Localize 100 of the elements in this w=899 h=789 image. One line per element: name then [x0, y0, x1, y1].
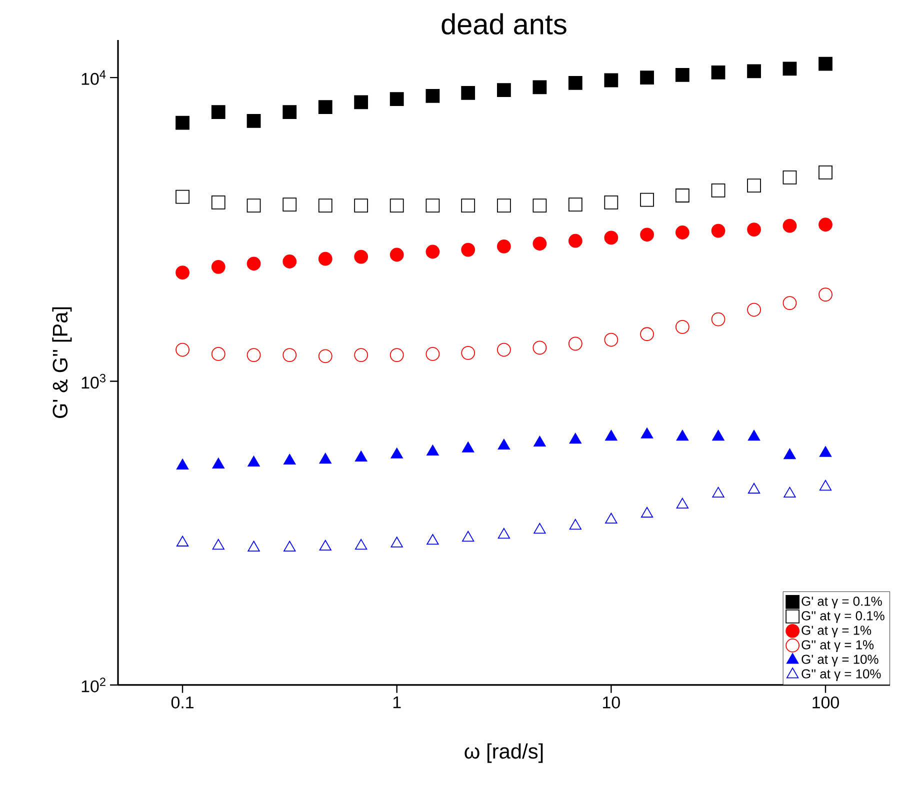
point: [675, 68, 690, 82]
point: [318, 100, 332, 114]
y-tick-label: 10$^{3}$: [82, 374, 106, 389]
x-tick-label: 1: [393, 696, 401, 708]
point: [211, 196, 226, 210]
point: [462, 442, 474, 452]
point: [568, 234, 582, 248]
point: [604, 196, 618, 210]
point: [604, 230, 618, 245]
point: [248, 540, 260, 552]
point: [461, 198, 476, 213]
point: [712, 430, 724, 441]
point: [711, 65, 726, 80]
point: [569, 518, 582, 530]
point: [461, 346, 476, 360]
point: [176, 190, 190, 204]
y-tick-label: 10$^{2}$: [82, 678, 106, 692]
point: [640, 327, 654, 342]
point: [246, 256, 261, 271]
point: [390, 348, 404, 362]
point: [675, 226, 690, 240]
point: [568, 198, 582, 212]
point: [782, 296, 797, 310]
point: [818, 56, 832, 71]
point: [211, 347, 226, 361]
point: [462, 530, 474, 542]
chart-title: dead ants: [442, 13, 566, 34]
point: [711, 224, 726, 238]
point: [496, 83, 511, 97]
point: [675, 320, 690, 334]
point: [782, 62, 797, 76]
point: [426, 89, 440, 103]
point: [747, 64, 761, 78]
point: [355, 450, 368, 462]
point: [354, 348, 368, 362]
point: [176, 116, 190, 130]
point: [711, 312, 726, 326]
point: [461, 242, 476, 257]
point: [747, 222, 761, 236]
x-tick-label: 10: [603, 696, 620, 708]
point: [532, 340, 547, 355]
point: [747, 302, 761, 317]
point: [532, 80, 547, 94]
point: [212, 458, 224, 468]
point: [319, 452, 332, 464]
point: [532, 236, 547, 251]
point: [282, 198, 297, 212]
legend-label: G' at γ = 0.1%: [802, 596, 882, 608]
y-tick-label: 10$^{4}$: [82, 70, 106, 85]
point: [784, 486, 796, 498]
point: [176, 342, 190, 357]
point: [426, 198, 440, 213]
x-axis-title: ω [rad/s]: [464, 743, 543, 763]
point: [211, 260, 226, 274]
point: [640, 428, 654, 438]
point: [496, 198, 511, 213]
point: [354, 250, 368, 264]
legend-label: G'' at γ = 10%: [802, 669, 881, 681]
point: [390, 448, 403, 458]
point: [212, 538, 224, 550]
point: [640, 506, 654, 518]
point: [354, 95, 368, 110]
point: [318, 198, 332, 213]
x-tick-label: 100: [812, 696, 839, 708]
point: [640, 70, 654, 85]
point: [498, 438, 510, 450]
point: [426, 347, 440, 361]
point: [282, 254, 297, 268]
point: [318, 252, 332, 266]
point: [676, 430, 688, 441]
point: [784, 448, 796, 460]
point: [782, 170, 797, 184]
point: [748, 482, 760, 494]
x-tick-label: 0.1: [171, 696, 194, 708]
point: [426, 244, 440, 259]
point: [568, 76, 582, 90]
point: [534, 436, 546, 447]
point: [819, 480, 832, 491]
point: [211, 105, 226, 120]
point: [390, 536, 403, 548]
point: [534, 522, 546, 534]
point: [748, 430, 760, 441]
point: [605, 512, 618, 524]
legend-label: G' at γ = 10%: [802, 654, 878, 666]
point: [640, 192, 654, 207]
legend-label: G' at γ = 1%: [802, 626, 872, 638]
point: [282, 348, 297, 362]
point: [319, 540, 332, 551]
point: [248, 456, 260, 466]
point: [605, 430, 618, 441]
legend-label: G'' at γ = 1%: [802, 640, 874, 652]
point: [819, 446, 832, 457]
point: [426, 534, 439, 545]
point: [390, 198, 404, 213]
point: [246, 348, 261, 362]
point: [355, 538, 368, 550]
point: [284, 454, 296, 465]
point: [246, 114, 261, 128]
point: [176, 266, 190, 280]
point: [282, 105, 297, 120]
